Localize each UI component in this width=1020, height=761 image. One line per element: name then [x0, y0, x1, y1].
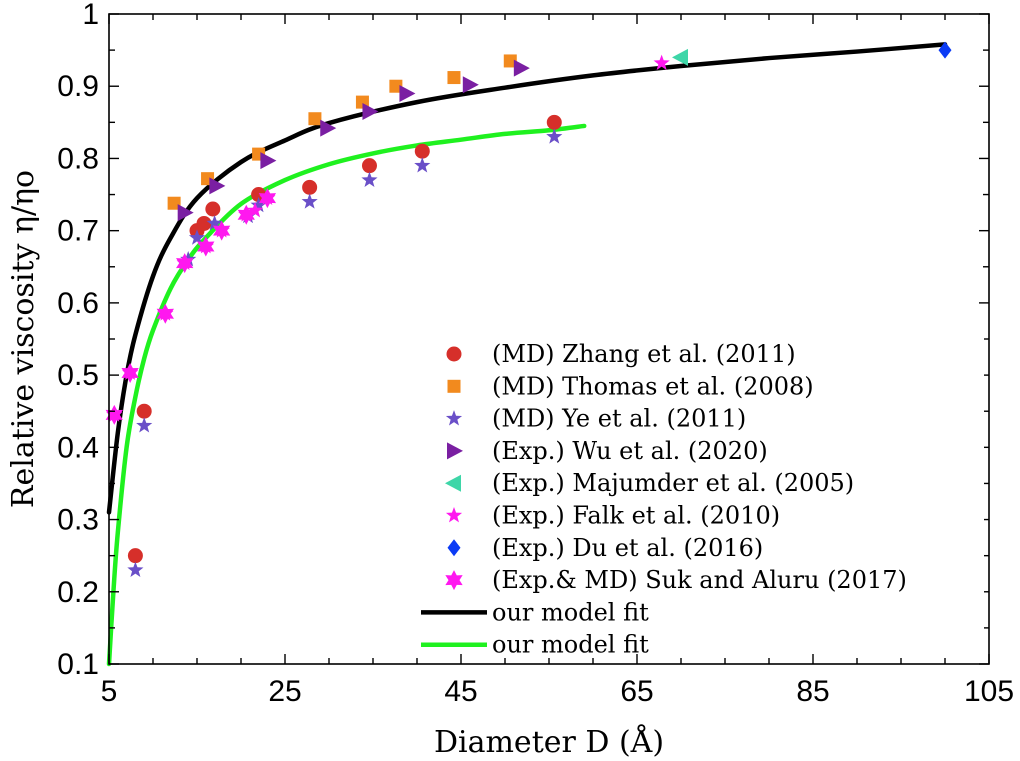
point-exp-wu-et-al-2020: [260, 152, 277, 170]
point-exp-md-suk-and-aluru-2017: [156, 303, 174, 324]
point-md-zhang-et-al-2011: [414, 143, 430, 159]
point-exp-wu-et-al-2020: [362, 103, 379, 120]
legend-marker-exp-falk-et-al-2010: [445, 507, 463, 523]
x-tick-label: 85: [796, 675, 829, 708]
legend-marker-md-thomas-et-al-2008: [447, 379, 461, 393]
legend-marker-exp-md-suk-and-aluru-2017: [445, 570, 463, 591]
legend: (MD) Zhang et al. (2011) (MD) Thomas et a…: [421, 336, 984, 659]
axis-ticks: [108, 13, 990, 665]
point-md-ye-et-al-2011: [250, 196, 267, 213]
y-tick-label: 0.7: [57, 215, 99, 248]
point-md-thomas-et-al-2008: [447, 71, 461, 85]
point-md-ye-et-al-2011: [136, 417, 153, 433]
point-md-thomas-et-al-2008: [389, 79, 403, 93]
point-exp-wu-et-al-2020: [513, 59, 530, 77]
legend-label: (Exp.) Majumder et al. (2005): [492, 469, 854, 497]
legend-marker-exp-wu-et-al-2020: [447, 442, 463, 460]
legend-box: [438, 336, 984, 652]
legend-marker-md-zhang-et-al-2011: [446, 346, 462, 362]
point-exp-wu-et-al-2020: [177, 204, 194, 222]
point-md-thomas-et-al-2008: [167, 196, 181, 210]
y-tick-label: 0.5: [57, 359, 99, 392]
axis-tick-labels: 5 25 45 65 85 105 0.1 0.2 0.3 0.4 0.5 0.6 0.7 0.8 0.9 1: [57, 0, 1014, 708]
point-md-ye-et-al-2011: [188, 229, 206, 245]
legend-label: (Exp.) Falk et al. (2010): [492, 502, 780, 530]
x-axis-title: Diameter D (Å): [434, 724, 664, 760]
legend-label: (Exp.& MD) Suk and Aluru (2017): [492, 566, 907, 594]
x-tick-label: 45: [444, 675, 477, 708]
x-tick-label: 105: [964, 675, 1014, 708]
point-exp-falk-et-al-2010: [247, 201, 264, 218]
point-exp-falk-et-al-2010: [653, 54, 670, 70]
point-exp-wu-et-al-2020: [209, 177, 226, 195]
point-md-ye-et-al-2011: [546, 128, 563, 144]
point-md-ye-et-al-2011: [206, 214, 223, 231]
data-markers: [105, 41, 952, 577]
y-tick-label: 0.3: [57, 504, 99, 537]
legend-label: (MD) Zhang et al. (2011): [492, 340, 796, 368]
point-exp-md-suk-and-aluru-2017: [212, 220, 231, 241]
legend-marker-md-ye-et-al-2011: [445, 410, 463, 426]
point-md-zhang-et-al-2011: [546, 114, 562, 130]
y-tick-label: 0.8: [57, 142, 99, 175]
point-md-zhang-et-al-2011: [127, 548, 143, 564]
point-md-thomas-et-al-2008: [503, 54, 517, 68]
legend-marker-exp-du-et-al-2016: [447, 539, 461, 557]
point-exp-wu-et-al-2020: [399, 84, 416, 102]
point-md-zhang-et-al-2011: [302, 179, 318, 195]
model-fit-line-black: [106, 42, 948, 515]
point-md-ye-et-al-2011: [414, 157, 431, 173]
point-exp-md-suk-and-aluru-2017: [121, 362, 139, 383]
y-tick-label: 0.9: [57, 70, 99, 103]
y-tick-label: 1: [82, 0, 99, 31]
legend-label: (Exp.) Wu et al. (2020): [492, 437, 768, 465]
point-md-ye-et-al-2011: [301, 193, 318, 209]
legend-label: (MD) Ye et al. (2011): [492, 405, 746, 433]
point-exp-majumder-et-al-2005: [672, 48, 688, 66]
point-exp-du-et-al-2016: [938, 41, 952, 59]
y-tick-label: 0.4: [57, 431, 99, 464]
y-tick-label: 0.2: [57, 576, 99, 609]
x-tick-label: 25: [268, 675, 301, 708]
point-md-ye-et-al-2011: [361, 171, 378, 187]
y-tick-label: 0.6: [57, 287, 99, 320]
point-exp-md-suk-and-aluru-2017: [237, 204, 255, 225]
point-md-thomas-et-al-2008: [308, 112, 322, 126]
point-exp-wu-et-al-2020: [320, 119, 337, 137]
x-tick-label: 5: [101, 675, 118, 708]
point-md-zhang-et-al-2011: [361, 158, 377, 174]
legend-label: our model fit: [492, 598, 649, 626]
point-exp-md-suk-and-aluru-2017: [176, 253, 194, 274]
point-exp-md-suk-and-aluru-2017: [258, 188, 277, 209]
legend-label: our model fit: [492, 631, 649, 659]
point-md-ye-et-al-2011: [127, 561, 144, 577]
legend-label: (Exp.) Du et al. (2016): [492, 534, 763, 562]
point-exp-wu-et-al-2020: [462, 76, 479, 94]
point-exp-md-suk-and-aluru-2017: [197, 236, 215, 257]
legend-marker-exp-majumder-et-al-2005: [445, 474, 461, 492]
x-tick-label: 65: [620, 675, 653, 708]
y-tick-label: 0.1: [57, 648, 99, 681]
point-md-zhang-et-al-2011: [136, 403, 152, 419]
y-axis-title: Relative viscosity η/ηo: [6, 170, 41, 508]
point-md-zhang-et-al-2011: [205, 201, 221, 217]
point-exp-md-suk-and-aluru-2017: [105, 404, 123, 425]
legend-label: (MD) Thomas et al. (2008): [492, 372, 814, 400]
point-md-zhang-et-al-2011: [196, 215, 212, 231]
